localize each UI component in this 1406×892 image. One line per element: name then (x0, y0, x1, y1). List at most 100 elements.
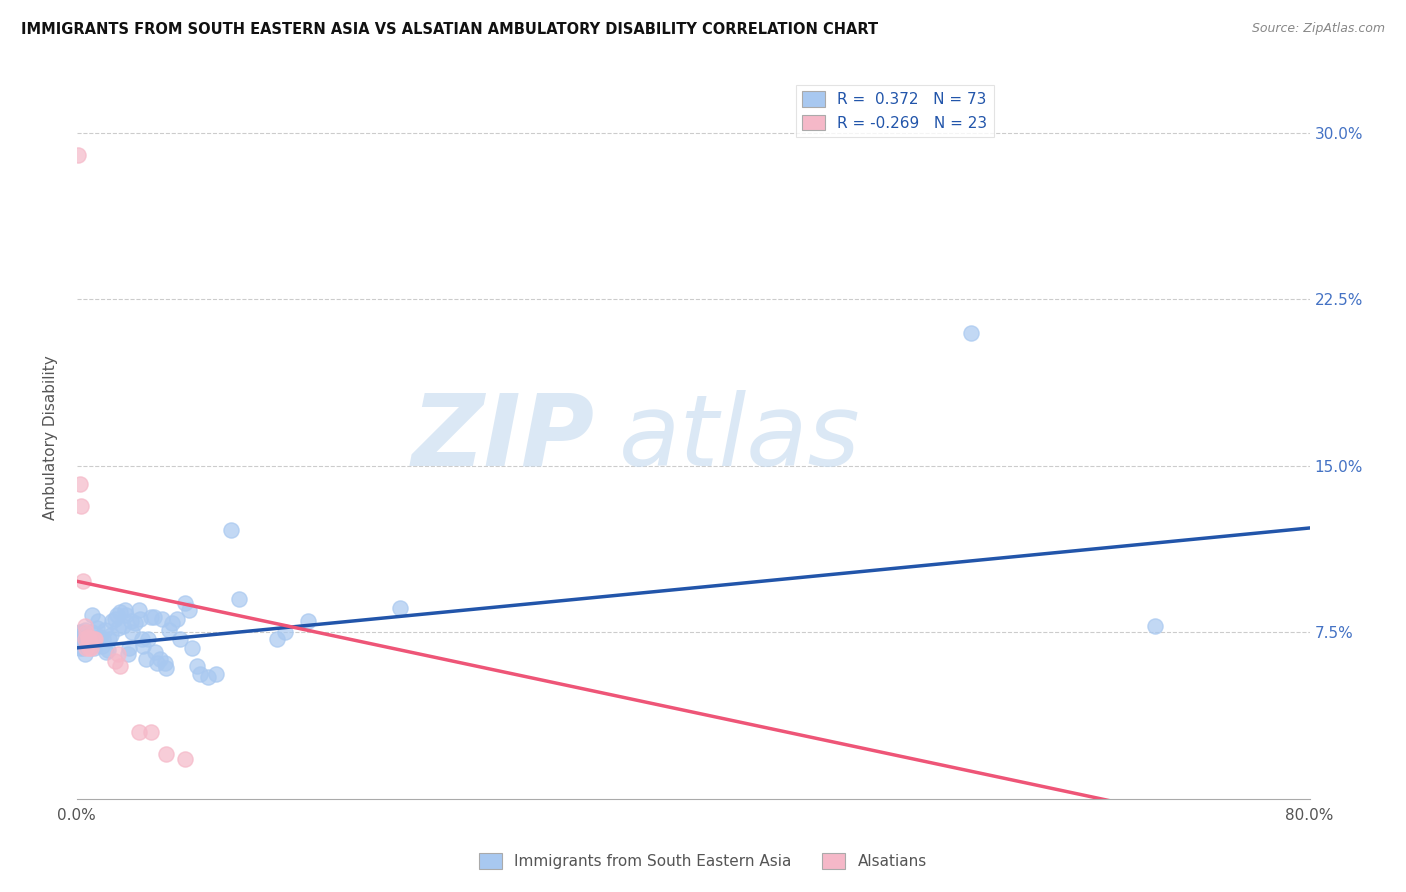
Text: ZIP: ZIP (412, 390, 595, 487)
Point (188, 667, 211, 681)
Point (169, 632, 191, 646)
Point (149, 652, 172, 666)
Point (72, 574, 94, 589)
Point (86, 621, 108, 635)
Point (179, 603, 201, 617)
Point (139, 725, 162, 739)
Point (274, 625, 297, 640)
Point (959, 326, 981, 340)
Point (131, 632, 153, 646)
Point (72, 640, 94, 655)
Point (128, 725, 150, 739)
Point (107, 621, 129, 635)
Point (77, 632, 100, 646)
Point (115, 607, 138, 622)
Point (94, 645, 117, 659)
Point (104, 612, 127, 626)
Point (69, 640, 91, 655)
Point (84, 632, 107, 646)
Point (114, 603, 136, 617)
Point (120, 614, 142, 628)
Point (69, 625, 91, 640)
Point (82, 632, 104, 646)
Point (157, 623, 180, 637)
Point (98, 632, 121, 646)
Point (173, 597, 195, 611)
Point (166, 612, 188, 626)
Point (228, 592, 250, 607)
Point (76, 630, 98, 644)
Point (75, 640, 97, 655)
Point (82, 625, 104, 640)
Point (105, 607, 128, 622)
Point (83, 632, 105, 646)
Point (153, 657, 176, 671)
Point (108, 658, 131, 673)
Point (132, 639, 155, 653)
Point (219, 523, 242, 537)
Point (1144, 618, 1167, 632)
Point (150, 612, 173, 626)
Point (155, 661, 177, 675)
Point (108, 605, 131, 619)
Point (73, 648, 96, 662)
Point (84, 634, 107, 648)
Point (75, 630, 97, 644)
Point (135, 652, 157, 666)
Point (129, 612, 152, 626)
Point (73, 618, 96, 632)
Point (97, 643, 120, 657)
Point (91, 632, 114, 646)
Point (197, 670, 219, 684)
Point (87, 614, 110, 628)
Point (186, 658, 208, 673)
Point (77, 632, 100, 646)
Point (101, 614, 124, 628)
Point (70, 625, 93, 640)
Point (93, 623, 115, 637)
Point (145, 645, 167, 659)
Legend: Immigrants from South Eastern Asia, Alsatians: Immigrants from South Eastern Asia, Alsa… (474, 847, 932, 875)
Point (75, 625, 97, 640)
Point (100, 627, 122, 641)
Point (77, 640, 100, 655)
Point (146, 657, 169, 671)
Point (121, 625, 143, 640)
Point (82, 607, 104, 622)
Point (72, 632, 94, 646)
Point (83, 640, 105, 655)
Point (139, 609, 162, 624)
Legend: R =  0.372   N = 73, R = -0.269   N = 23: R = 0.372 N = 73, R = -0.269 N = 23 (796, 85, 994, 136)
Y-axis label: Ambulatory Disability: Ambulatory Disability (44, 356, 58, 520)
Text: Source: ZipAtlas.com: Source: ZipAtlas.com (1251, 22, 1385, 36)
Point (266, 632, 288, 646)
Point (107, 648, 129, 662)
Point (117, 648, 139, 662)
Point (70, 499, 93, 513)
Point (73, 623, 96, 637)
Point (136, 632, 159, 646)
Point (155, 747, 177, 762)
Point (204, 667, 226, 681)
Point (70, 636, 93, 650)
Point (80, 639, 103, 653)
Point (69, 476, 91, 491)
Text: IMMIGRANTS FROM SOUTH EASTERN ASIA VS ALSATIAN AMBULATORY DISABILITY CORRELATION: IMMIGRANTS FROM SOUTH EASTERN ASIA VS AL… (21, 22, 879, 37)
Point (76, 636, 98, 650)
Point (80, 640, 103, 655)
Point (67, 148, 90, 162)
Point (73, 632, 96, 646)
Point (118, 640, 141, 655)
Point (89, 630, 111, 644)
Point (124, 616, 146, 631)
Point (142, 609, 165, 624)
Point (90, 639, 112, 653)
Point (181, 640, 204, 655)
Point (297, 614, 319, 628)
Point (173, 752, 195, 766)
Point (389, 600, 412, 615)
Point (112, 618, 135, 632)
Point (76, 632, 98, 646)
Point (128, 603, 150, 617)
Text: atlas: atlas (619, 390, 860, 487)
